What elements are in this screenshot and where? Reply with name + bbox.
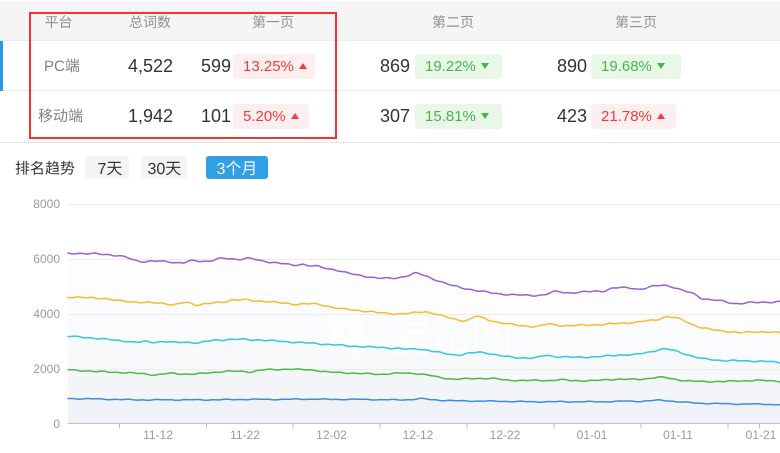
svg-text:01-01: 01-01 xyxy=(577,428,608,442)
svg-text:12-22: 12-22 xyxy=(490,428,521,442)
svg-text:01-21: 01-21 xyxy=(746,428,777,442)
svg-text:0: 0 xyxy=(53,417,60,431)
svg-text:8000: 8000 xyxy=(33,197,60,211)
svg-text:11-12: 11-12 xyxy=(143,428,173,442)
svg-text:01-11: 01-11 xyxy=(663,428,693,442)
svg-text:12-02: 12-02 xyxy=(316,428,347,442)
svg-text:6000: 6000 xyxy=(33,252,60,266)
svg-text:4000: 4000 xyxy=(33,307,60,321)
svg-text:11-22: 11-22 xyxy=(230,428,260,442)
svg-text:12-12: 12-12 xyxy=(403,428,434,442)
svg-text:2000: 2000 xyxy=(33,362,60,376)
